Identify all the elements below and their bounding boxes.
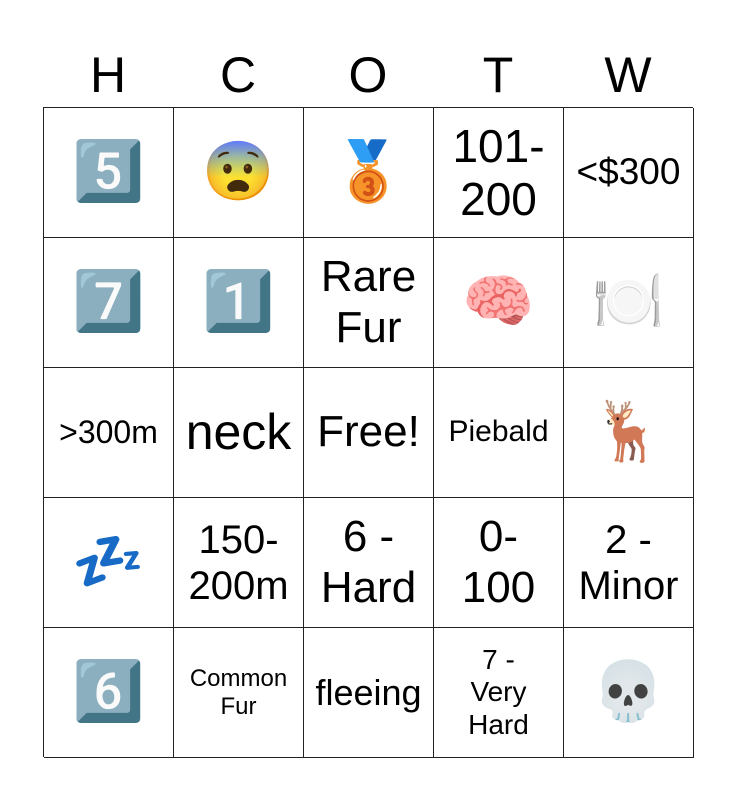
cell-text: 150- 200m xyxy=(188,517,289,608)
deer-icon: 🦌 xyxy=(592,399,665,465)
keycap-1-icon: 1️⃣ xyxy=(202,269,275,335)
bingo-cell-anxious-face[interactable]: 😨 xyxy=(174,108,304,238)
bingo-cell[interactable]: Rare Fur xyxy=(304,238,434,368)
keycap-5-icon: 5️⃣ xyxy=(72,139,145,205)
bingo-cell-zzz[interactable]: 💤 xyxy=(44,498,174,628)
cell-text: 7 - Very Hard xyxy=(468,644,529,740)
bingo-cell[interactable]: Common Fur xyxy=(174,628,304,758)
cell-text: 0- 100 xyxy=(461,511,536,612)
header-letter: H xyxy=(89,47,127,103)
bingo-cell-third-place-medal[interactable]: 🥉 xyxy=(304,108,434,238)
bingo-cell-skull[interactable]: 💀 xyxy=(564,628,694,758)
bingo-cell-deer[interactable]: 🦌 xyxy=(564,368,694,498)
keycap-7-icon: 7️⃣ xyxy=(72,269,145,335)
header-letter: T xyxy=(482,47,514,103)
cell-text: 2 - Minor xyxy=(578,517,679,608)
bingo-cell-plate-fork-knife[interactable]: 🍽️ xyxy=(564,238,694,368)
zzz-icon: 💤 xyxy=(72,529,145,595)
cell-text: Rare Fur xyxy=(320,251,417,352)
cell-text: Free! xyxy=(317,407,420,457)
header-letter: O xyxy=(348,47,388,103)
cell-text: neck xyxy=(185,403,292,460)
skull-icon: 💀 xyxy=(592,659,665,725)
bingo-header: H C O T W xyxy=(43,45,693,105)
cell-text: >300m xyxy=(59,414,158,451)
cell-text: Common Fur xyxy=(189,664,288,720)
bingo-cell-keycap-7[interactable]: 7️⃣ xyxy=(44,238,174,368)
bingo-cell[interactable]: 0- 100 xyxy=(434,498,564,628)
bingo-cell-keycap-5[interactable]: 5️⃣ xyxy=(44,108,174,238)
bingo-grid: 5️⃣ 😨 🥉 101- 200 <$300 7️⃣ 1️⃣ Rare Fur 🧠 🍽️ >300m… xyxy=(43,107,694,758)
cell-text: fleeing xyxy=(315,671,422,713)
plate-fork-knife-icon: 🍽️ xyxy=(592,269,665,335)
brain-icon: 🧠 xyxy=(462,269,535,335)
cell-text: <$300 xyxy=(576,151,681,193)
cell-text: Piebald xyxy=(448,415,549,449)
cell-text: 101- 200 xyxy=(452,119,545,225)
bingo-cell[interactable]: 6 - Hard xyxy=(304,498,434,628)
bingo-cell[interactable]: 2 - Minor xyxy=(564,498,694,628)
bingo-cell[interactable]: fleeing xyxy=(304,628,434,758)
bingo-cell[interactable]: Free! xyxy=(304,368,434,498)
bingo-cell[interactable]: 7 - Very Hard xyxy=(434,628,564,758)
bingo-cell[interactable]: 150- 200m xyxy=(174,498,304,628)
bingo-cell-brain[interactable]: 🧠 xyxy=(434,238,564,368)
anxious-face-icon: 😨 xyxy=(202,139,275,205)
bingo-cell[interactable]: <$300 xyxy=(564,108,694,238)
header-letter: C xyxy=(219,47,257,103)
bingo-cell-keycap-6[interactable]: 6️⃣ xyxy=(44,628,174,758)
cell-text: 6 - Hard xyxy=(320,511,417,612)
third-place-medal-icon: 🥉 xyxy=(332,139,405,205)
bingo-cell-keycap-1[interactable]: 1️⃣ xyxy=(174,238,304,368)
keycap-6-icon: 6️⃣ xyxy=(72,659,145,725)
bingo-cell[interactable]: neck xyxy=(174,368,304,498)
bingo-cell[interactable]: 101- 200 xyxy=(434,108,564,238)
bingo-cell[interactable]: >300m xyxy=(44,368,174,498)
bingo-cell[interactable]: Piebald xyxy=(434,368,564,498)
header-letter: W xyxy=(604,47,652,103)
